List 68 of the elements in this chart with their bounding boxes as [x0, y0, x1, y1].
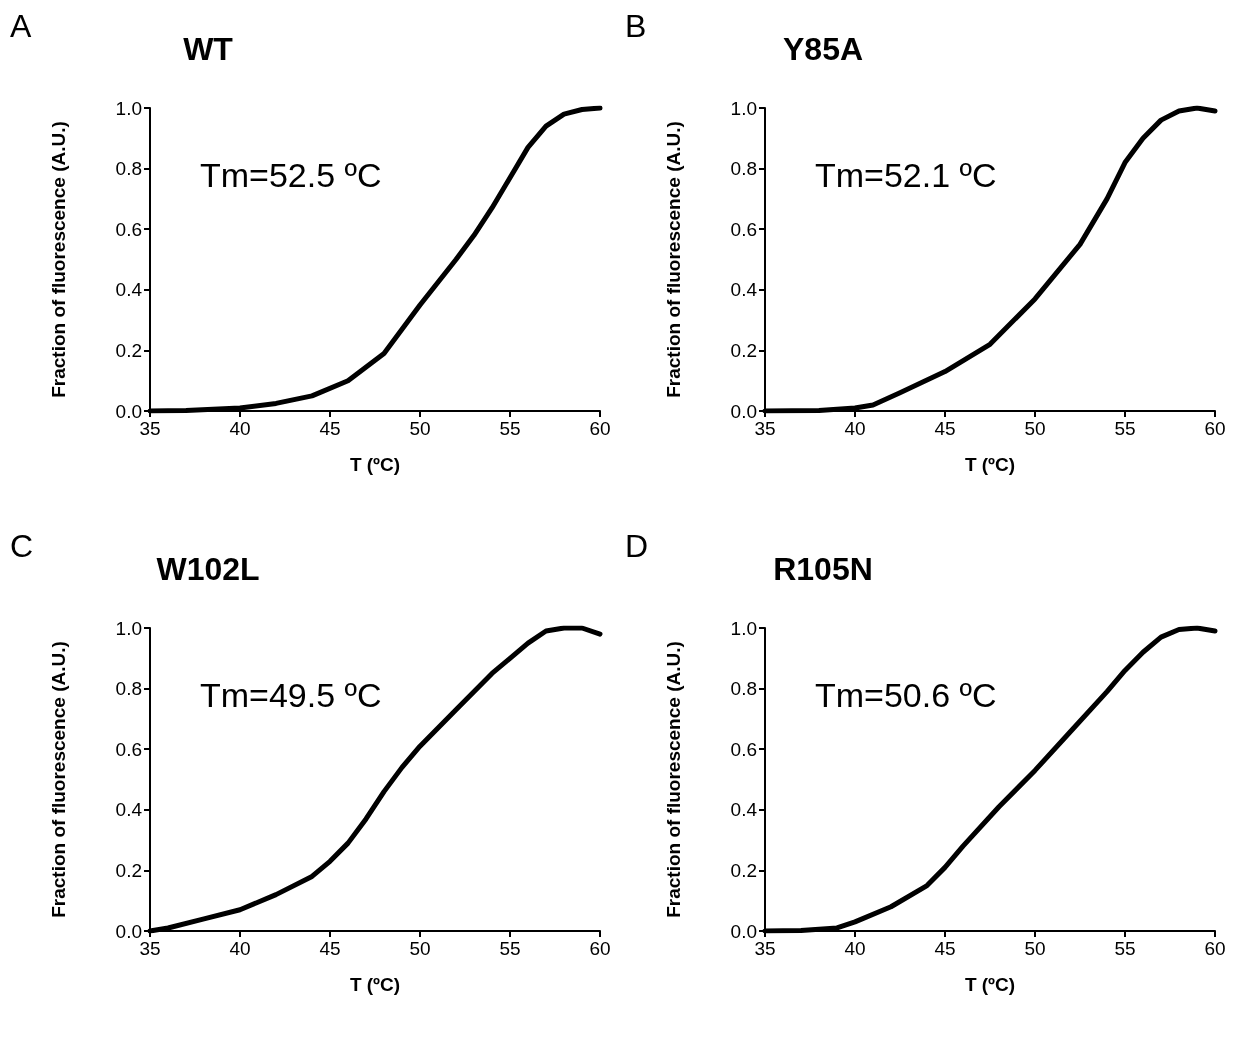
y-tick-label: 0.6: [730, 738, 757, 760]
y-tick-label: 0.2: [115, 859, 142, 881]
y-tick-label: 0.4: [115, 279, 143, 301]
x-axis-title: T (ºC): [964, 454, 1016, 475]
x-tick-label: 45: [934, 418, 956, 439]
y-axis-title: Fraction of fluorescence (A.U.): [48, 641, 69, 918]
y-tick-label: 1.0: [115, 617, 142, 639]
y-tick-label: 1.0: [115, 97, 142, 119]
text: D: [625, 528, 649, 564]
y-tick-label: 0.8: [730, 158, 757, 180]
x-tick-label: 50: [409, 938, 431, 959]
x-tick-label: 35: [754, 938, 776, 959]
y-tick-label: 0.0: [115, 920, 142, 942]
x-tick-label: 55: [1114, 938, 1136, 959]
x-tick-label: 40: [844, 938, 866, 959]
x-tick-label: 40: [229, 938, 251, 959]
x-tick-label: 50: [409, 418, 431, 439]
x-axis-title: T (ºC): [349, 454, 401, 475]
y-tick-label: 0.4: [730, 799, 758, 821]
y-tick-label: 0.8: [730, 678, 757, 700]
y-tick-label: 0.8: [115, 158, 142, 180]
x-tick-label: 55: [1114, 418, 1136, 439]
x-tick-label: 55: [499, 418, 521, 439]
annotation: Tm=52.1 ºC: [815, 156, 997, 194]
y-tick-label: 0.2: [730, 339, 757, 361]
chart-title: Y85A: [782, 31, 864, 67]
y-axis-title: Fraction of fluorescence (A.U.): [48, 121, 69, 398]
x-tick-label: 50: [1024, 418, 1046, 439]
x-tick-label: 60: [589, 418, 611, 439]
x-tick-label: 45: [319, 418, 341, 439]
y-tick-label: 1.0: [730, 97, 757, 119]
y-tick-label: 0.4: [115, 799, 143, 821]
chart-title: WT: [183, 31, 234, 67]
y-tick-label: 0.0: [115, 400, 142, 422]
x-tick-label: 35: [139, 418, 161, 439]
x-axis-title: T (ºC): [964, 974, 1016, 995]
x-axis-title: T (ºC): [349, 974, 401, 995]
x-tick-label: 40: [844, 418, 866, 439]
y-tick-label: 0.6: [730, 218, 757, 240]
chart-title: R105N: [773, 551, 873, 587]
y-tick-label: 0.8: [115, 678, 142, 700]
x-tick-label: 40: [229, 418, 251, 439]
y-tick-label: 0.2: [730, 859, 757, 881]
x-tick-label: 60: [1204, 418, 1226, 439]
y-tick-label: 0.6: [115, 218, 142, 240]
text: A: [10, 8, 32, 44]
chart-title: W102L: [156, 551, 260, 587]
x-tick-label: 35: [139, 938, 161, 959]
y-tick-label: 0.4: [730, 279, 758, 301]
x-tick-label: 50: [1024, 938, 1046, 959]
y-tick-label: 1.0: [730, 617, 757, 639]
y-axis-title: Fraction of fluorescence (A.U.): [663, 121, 684, 398]
annotation: Tm=49.5 ºC: [200, 676, 382, 714]
y-tick-label: 0.6: [115, 738, 142, 760]
x-tick-label: 60: [1204, 938, 1226, 959]
x-tick-label: 55: [499, 938, 521, 959]
y-axis-title: Fraction of fluorescence (A.U.): [663, 641, 684, 918]
text: B: [625, 8, 647, 44]
x-tick-label: 45: [934, 938, 956, 959]
y-tick-label: 0.2: [115, 339, 142, 361]
annotation: Tm=50.6 ºC: [815, 676, 997, 714]
x-tick-label: 35: [754, 418, 776, 439]
annotation: Tm=52.5 ºC: [200, 156, 382, 194]
x-tick-label: 45: [319, 938, 341, 959]
y-tick-label: 0.0: [730, 400, 757, 422]
x-tick-label: 60: [589, 938, 611, 959]
y-tick-label: 0.0: [730, 920, 757, 942]
text: C: [10, 528, 34, 564]
